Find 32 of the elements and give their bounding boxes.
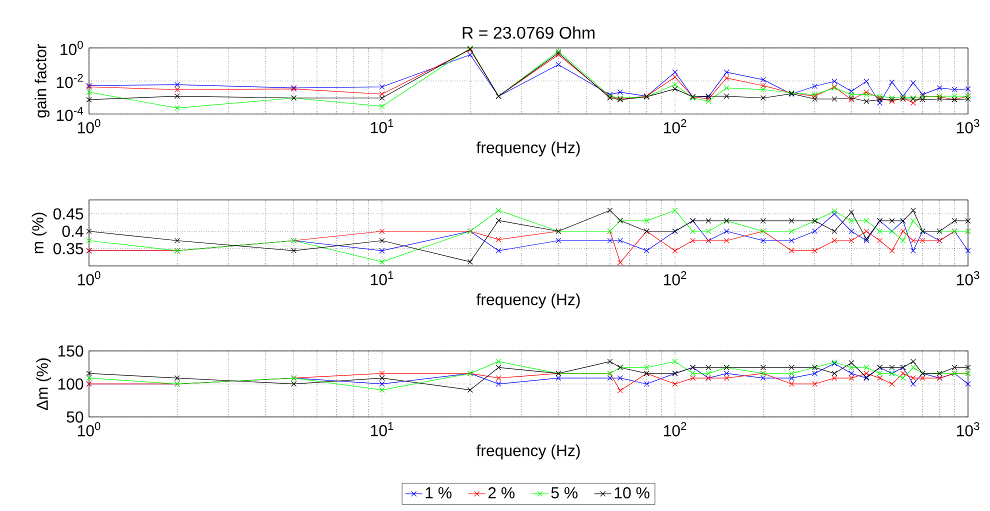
- x-axis-title: frequency (Hz): [476, 142, 580, 156]
- legend-label: 5 %: [551, 487, 578, 498]
- chart-title: R = 23.0769 Ohm: [462, 26, 594, 39]
- x-tick-label: 10$^{3}$: [957, 119, 980, 134]
- legend-label: 10 %: [614, 487, 650, 498]
- y-tick-label: 150: [58, 345, 84, 357]
- y-axis-title: gain factor: [34, 44, 50, 118]
- x-axis-title: frequency (Hz): [476, 444, 580, 460]
- x-tick-label: 10$^{0}$: [78, 119, 100, 134]
- y-tick-label: 10$^{-2}$: [56, 74, 83, 88]
- y-tick-label: 0.35: [53, 242, 84, 254]
- x-tick-label: 10$^{2}$: [664, 271, 686, 286]
- x-tick-label: 10$^{2}$: [664, 422, 686, 436]
- x-tick-label: 10$^{1}$: [371, 422, 394, 436]
- x-tick-label: 10$^{2}$: [664, 119, 686, 134]
- y-tick-label: 0.4: [62, 226, 84, 237]
- x-axis-title: frequency (Hz): [476, 294, 580, 308]
- y-tick-label: 50: [66, 411, 84, 423]
- y-tick-label: 10$^{-4}$: [56, 106, 83, 122]
- legend-label: 1 %: [426, 487, 452, 498]
- x-tick-label: 10$^{0}$: [78, 271, 100, 286]
- x-tick-label: 10$^{0}$: [78, 422, 100, 436]
- y-tick-label: 100: [58, 378, 84, 390]
- x-tick-label: 10$^{1}$: [371, 119, 394, 134]
- x-tick-label: 10$^{3}$: [957, 271, 980, 286]
- x-tick-label: 10$^{3}$: [957, 422, 980, 436]
- y-tick-label: 10$^{0}$: [60, 40, 83, 56]
- y-tick-label: 0.45: [53, 208, 84, 220]
- x-tick-label: 10$^{1}$: [371, 271, 394, 286]
- legend-label: 2 %: [488, 487, 515, 498]
- y-axis-title: Δm (%): [36, 358, 52, 410]
- y-axis-title: m (%): [32, 212, 47, 254]
